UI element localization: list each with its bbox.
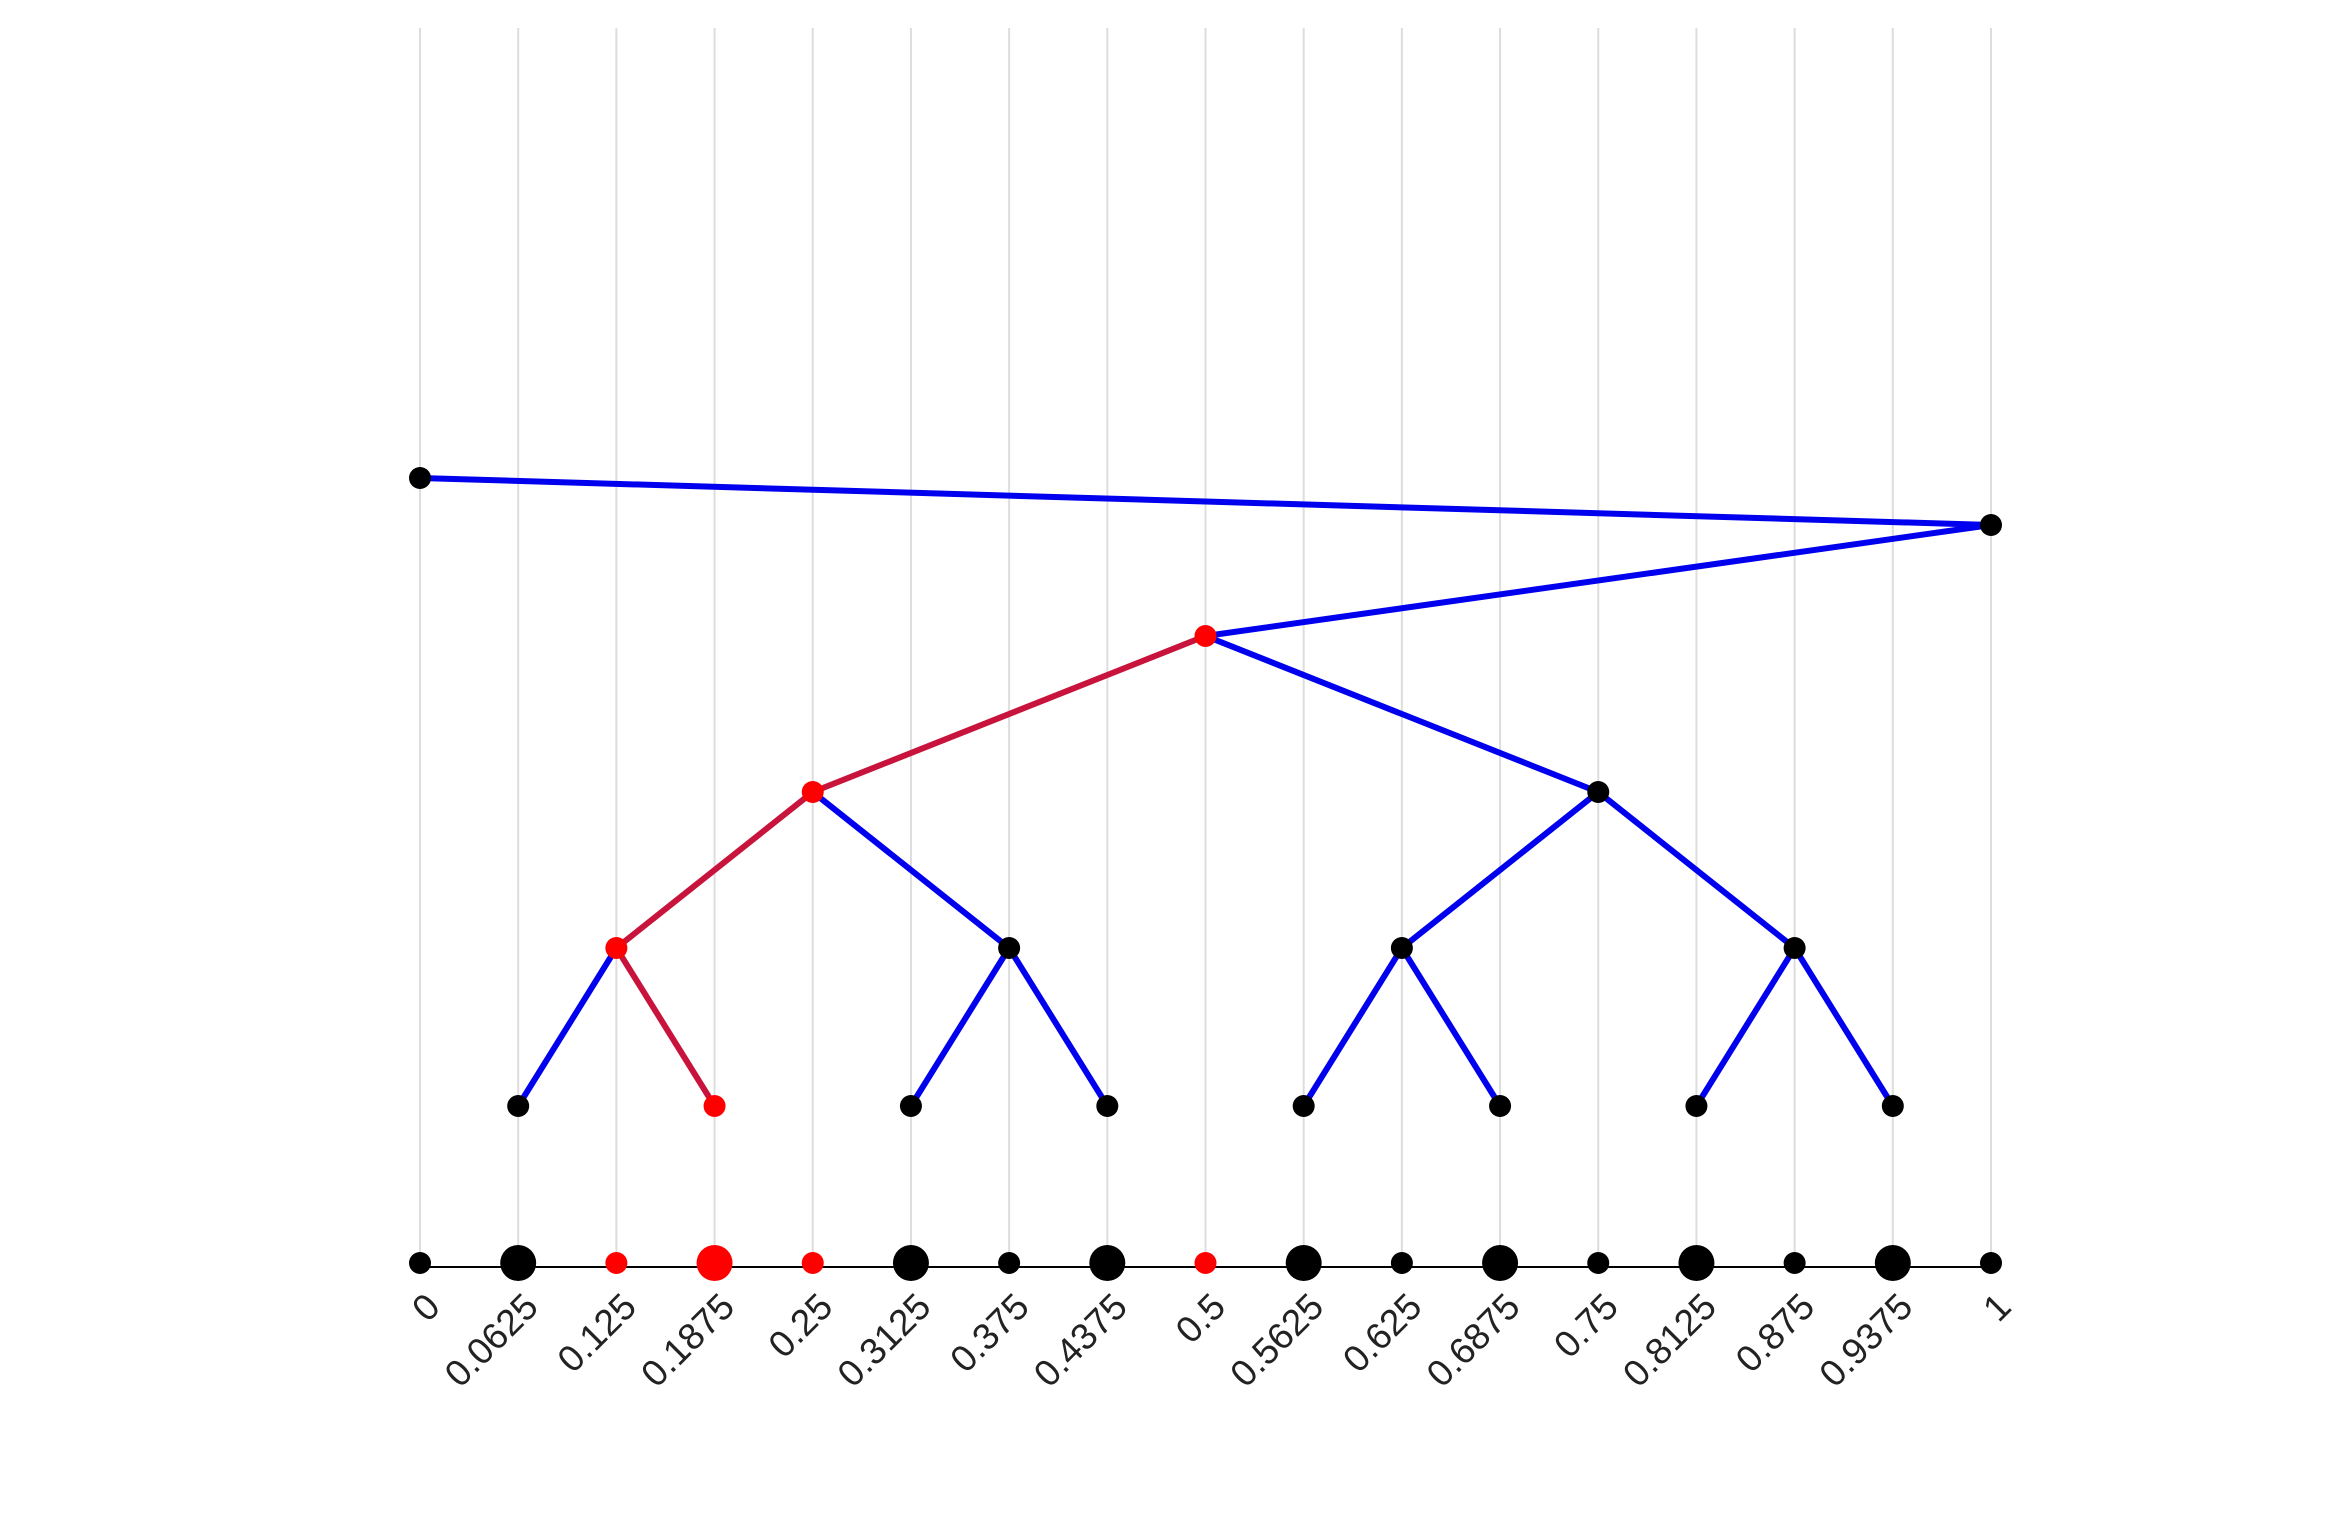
x-tick-label: 0.5625 <box>1222 1286 1331 1395</box>
tree-edge <box>1006 945 1111 1109</box>
tree-node <box>1881 1095 1904 1117</box>
x-tick-label: 0.8125 <box>1615 1286 1724 1395</box>
tree-edge <box>1791 945 1896 1109</box>
tree-edge <box>1398 945 1504 1109</box>
x-tick-label: 0.3125 <box>830 1286 939 1395</box>
axis-point <box>1390 1252 1413 1274</box>
x-tick-label: 0.625 <box>1335 1286 1429 1380</box>
x-tick-label: 0.75 <box>1546 1286 1626 1366</box>
x-tick-label: 0.4375 <box>1026 1286 1135 1395</box>
tree-node <box>605 937 628 959</box>
x-tick-label: 0.125 <box>550 1286 644 1380</box>
tree-node <box>703 1095 726 1117</box>
tree-edge <box>515 945 620 1109</box>
x-tick-label: 0.375 <box>942 1286 1036 1380</box>
tree-node <box>507 1095 530 1117</box>
axis-point <box>1194 1252 1217 1274</box>
nodes <box>409 467 2002 1117</box>
tree-node <box>1980 514 2002 536</box>
tree-node <box>1390 937 1413 959</box>
axis-point <box>696 1245 733 1281</box>
axis-point <box>892 1245 929 1281</box>
tree-edge <box>1693 945 1798 1109</box>
tree-edge <box>613 945 718 1109</box>
x-tick-label: 0.1875 <box>633 1286 742 1395</box>
tree-node <box>1587 781 1610 803</box>
tree-edge <box>417 475 1994 528</box>
x-tick-label: 0.6875 <box>1419 1286 1528 1395</box>
tree-node <box>1489 1095 1512 1117</box>
x-tick-label: 0.875 <box>1728 1286 1822 1380</box>
tree-node <box>1292 1095 1315 1117</box>
tree-node <box>801 781 824 803</box>
axis-point <box>1783 1252 1806 1274</box>
x-tick-label: 1 <box>1975 1286 2019 1330</box>
x-tick-label: 0.0625 <box>437 1286 546 1395</box>
x-tick-label: 0.25 <box>760 1286 840 1366</box>
tree-edge <box>1202 522 1994 639</box>
tree-node <box>1783 937 1806 959</box>
tree-node <box>1685 1095 1708 1117</box>
tree-edge <box>613 789 816 951</box>
axis-point <box>1482 1245 1519 1281</box>
tree-node <box>409 467 431 489</box>
axis-point <box>801 1252 824 1274</box>
tree-node <box>1096 1095 1119 1117</box>
axis-point <box>998 1252 1021 1274</box>
axis-point <box>500 1245 537 1281</box>
axis-point <box>1285 1245 1322 1281</box>
axis-point <box>1980 1252 2002 1274</box>
x-tick-label: 0 <box>404 1286 448 1330</box>
axis-point <box>605 1252 628 1274</box>
x-tick-label: 0.9375 <box>1811 1286 1920 1395</box>
tree-edge <box>809 633 1209 795</box>
axis-point <box>1587 1252 1610 1274</box>
tree-edge <box>1398 789 1602 951</box>
tree-node <box>1194 625 1217 647</box>
edges <box>417 475 1994 1109</box>
tree-edge <box>1300 945 1405 1109</box>
axis-point <box>1089 1245 1126 1281</box>
tree-edge <box>809 789 1013 951</box>
tree-node <box>899 1095 922 1117</box>
tree-edge <box>1595 789 1798 951</box>
grid <box>419 28 1992 1267</box>
axis-point <box>1678 1245 1715 1281</box>
axis-point <box>1874 1245 1911 1281</box>
tree-node <box>998 937 1021 959</box>
x-tick-label: 0.5 <box>1168 1286 1233 1351</box>
tree-edge <box>907 945 1013 1109</box>
axis-point <box>409 1252 431 1274</box>
tree-edge <box>1202 633 1602 795</box>
